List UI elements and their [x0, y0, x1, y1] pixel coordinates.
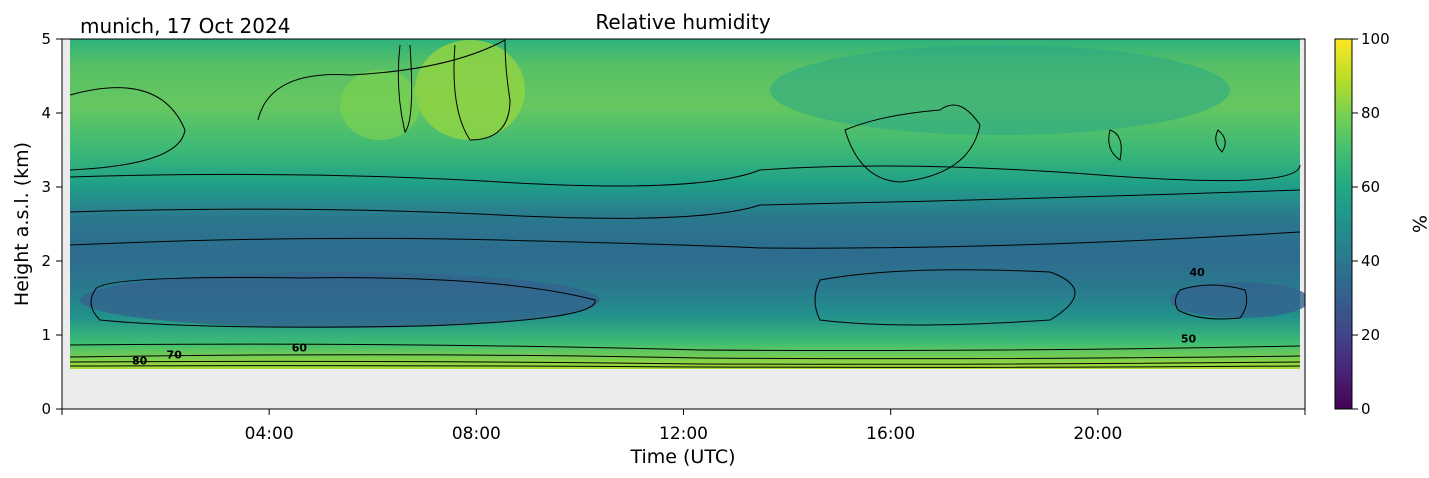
colorbar-tick-label: 40: [1361, 252, 1380, 270]
dry-region: [770, 45, 1230, 135]
x-axis-label: Time (UTC): [629, 446, 735, 468]
x-tick-label: 20:00: [1073, 424, 1122, 444]
contour-lines: [69, 39, 1301, 368]
chart-title: Relative humidity: [595, 10, 770, 34]
contour-label: 40: [1189, 266, 1205, 279]
contour-labels: 80 70 60 50 40: [132, 266, 1205, 368]
y-tick-label: 1: [41, 326, 51, 344]
y-tick-label: 4: [41, 104, 51, 122]
colorbar-tick-label: 100: [1361, 30, 1390, 48]
colorbar-tick-label: 80: [1361, 104, 1380, 122]
x-tick-label: 08:00: [452, 424, 501, 444]
colorbar-ticks: 0 20 40 60 80 100: [1352, 30, 1390, 418]
x-tick-label: 16:00: [866, 424, 915, 444]
y-tick-label: 3: [41, 178, 51, 196]
contour-label: 80: [132, 355, 148, 368]
x-tick-label: 12:00: [659, 424, 708, 444]
contour-label: 70: [167, 349, 183, 362]
humid-region: [415, 40, 525, 140]
x-tick-label: 04:00: [245, 424, 294, 444]
location-date-label: munich, 17 Oct 2024: [80, 14, 290, 38]
colorbar: [1334, 38, 1353, 410]
x-axis-ticks: 04:00 08:00 12:00 16:00 20:00: [61, 409, 1306, 444]
humid-region: [340, 70, 420, 140]
y-tick-label: 5: [41, 30, 51, 48]
contour-label: 60: [292, 341, 308, 354]
dry-core: [1170, 282, 1305, 318]
colorbar-label: %: [1408, 215, 1429, 233]
colorbar-tick-label: 60: [1361, 178, 1380, 196]
y-axis-label: Height a.s.l. (km): [11, 142, 33, 306]
plot-area: [62, 39, 1305, 409]
y-tick-label: 2: [41, 252, 51, 270]
y-tick-label: 0: [41, 400, 51, 418]
colorbar-tick-label: 20: [1361, 326, 1380, 344]
y-axis-ticks: 0 1 2 3 4 5: [41, 30, 62, 418]
contour-label: 50: [1181, 332, 1197, 345]
dry-core: [80, 272, 600, 328]
colorbar-tick-label: 0: [1361, 400, 1371, 418]
